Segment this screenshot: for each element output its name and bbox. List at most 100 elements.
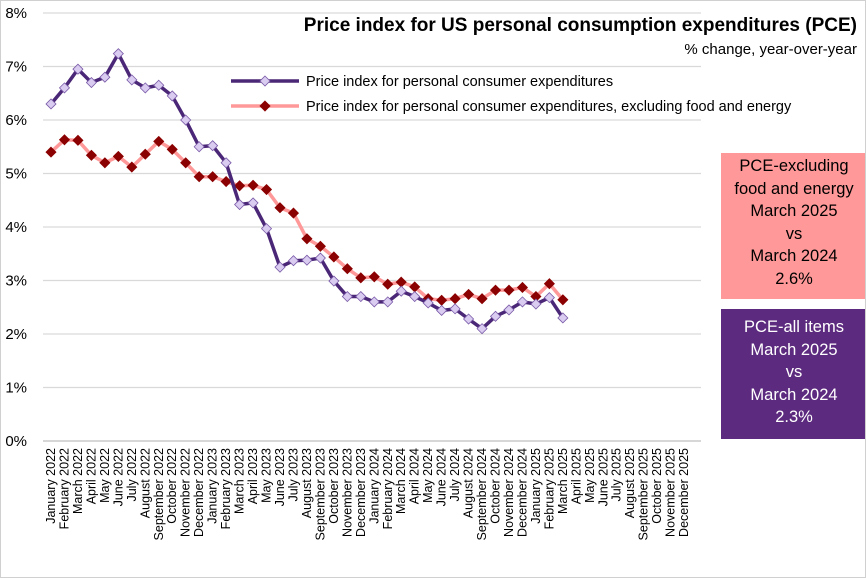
legend-label: Price index for personal consumer expend… [306, 74, 613, 90]
x-tick-label: November 2022 [179, 448, 193, 537]
data-point [180, 114, 192, 126]
data-point [436, 294, 448, 306]
data-point [382, 278, 394, 290]
data-point [368, 296, 380, 308]
legend-marker [259, 75, 271, 87]
x-tick-label: December 2022 [192, 448, 206, 537]
callout-line: vs [785, 224, 803, 243]
x-tick-label: December 2024 [515, 448, 529, 537]
data-point [355, 272, 367, 284]
data-point [153, 79, 165, 91]
x-tick-label: May 2024 [421, 448, 435, 503]
data-point [126, 74, 138, 86]
callout-line: PCE-excluding [739, 157, 849, 175]
data-point [58, 134, 71, 146]
x-tick-label: January 2024 [367, 448, 381, 524]
data-point [395, 276, 407, 288]
data-point [355, 290, 367, 303]
data-point [220, 157, 232, 169]
chart-title: Price index for US personal consumption … [303, 15, 857, 36]
x-tick-label: June 2023 [273, 448, 287, 506]
series-line [49, 51, 565, 331]
data-point [247, 197, 259, 209]
data-point [260, 223, 273, 235]
callout-line: March 2024 [750, 247, 838, 265]
x-tick-label: May 2022 [98, 448, 112, 503]
data-point [543, 278, 555, 290]
data-point [72, 134, 84, 146]
legend-marker [259, 100, 271, 112]
data-point [463, 288, 475, 300]
x-tick-label: July 2022 [125, 448, 139, 502]
data-point [314, 252, 326, 264]
data-point [368, 271, 380, 283]
x-tick-label: March 2025 [556, 448, 570, 514]
data-point [301, 254, 313, 266]
data-point [287, 207, 300, 219]
data-point [341, 290, 353, 303]
data-point [58, 82, 71, 94]
data-point [530, 298, 542, 310]
data-point [112, 150, 124, 162]
y-tick-label: 2% [5, 326, 27, 343]
x-tick-label: March 2024 [394, 448, 408, 514]
chart-subtitle: % change, year-over-year [684, 41, 857, 58]
data-point [557, 312, 569, 324]
callout-all-items-pce: PCE-all items March 2025 vs March 2024 2… [721, 309, 865, 439]
data-point [489, 310, 502, 322]
x-tick-label: November 2023 [340, 448, 354, 537]
x-tick-label: February 2024 [381, 448, 395, 529]
data-point [274, 261, 286, 273]
y-tick-label: 4% [5, 219, 27, 236]
data-point [85, 76, 97, 89]
x-tick-label: January 2025 [529, 448, 543, 524]
x-tick-label: September 2022 [152, 448, 166, 540]
callout-line: vs [785, 363, 803, 381]
data-point [503, 284, 515, 296]
data-point [260, 183, 273, 196]
data-point [45, 98, 57, 110]
data-point [449, 293, 461, 305]
x-tick-label: January 2022 [44, 448, 58, 524]
x-tick-label: June 2025 [596, 448, 610, 506]
x-tick-label: September 2023 [313, 448, 327, 540]
x-tick-label: February 2022 [57, 448, 71, 529]
x-tick-label: November 2025 [664, 448, 678, 537]
callout-line: March 2025 [750, 340, 838, 359]
data-point [287, 255, 300, 267]
y-tick-label: 5% [5, 166, 27, 183]
x-tick-label: April 2023 [246, 448, 260, 504]
data-point [166, 90, 178, 102]
data-point [234, 198, 246, 211]
x-tick-label: June 2022 [111, 448, 125, 506]
x-tick-label: October 2022 [165, 448, 179, 524]
data-point [193, 141, 205, 153]
data-point [301, 233, 313, 245]
data-point [449, 303, 461, 315]
x-tick-label: April 2025 [569, 448, 583, 504]
y-tick-label: 7% [5, 59, 27, 76]
data-point [220, 175, 232, 188]
data-point [489, 284, 502, 296]
y-tick-label: 0% [5, 433, 27, 450]
data-point [234, 180, 246, 192]
y-tick-label: 1% [5, 380, 27, 397]
data-point [409, 290, 421, 303]
data-point [247, 179, 259, 191]
data-point [516, 281, 529, 294]
legend-label: Price index for personal consumer expend… [306, 99, 792, 115]
x-tick-label: July 2025 [610, 448, 624, 502]
callout-line: March 2025 [750, 202, 838, 220]
data-point [207, 171, 219, 183]
data-point [45, 146, 57, 158]
x-tick-label: February 2025 [542, 448, 556, 529]
callout-value: 2.6% [775, 269, 813, 288]
data-point [422, 297, 434, 309]
x-tick-label: March 2023 [233, 448, 247, 514]
callout-line: food and energy [734, 179, 854, 198]
data-point [72, 63, 84, 75]
x-tick-label: August 2022 [138, 448, 152, 518]
data-point [395, 285, 407, 297]
x-tick-label: February 2023 [219, 448, 233, 529]
x-tick-label: March 2022 [71, 448, 85, 514]
